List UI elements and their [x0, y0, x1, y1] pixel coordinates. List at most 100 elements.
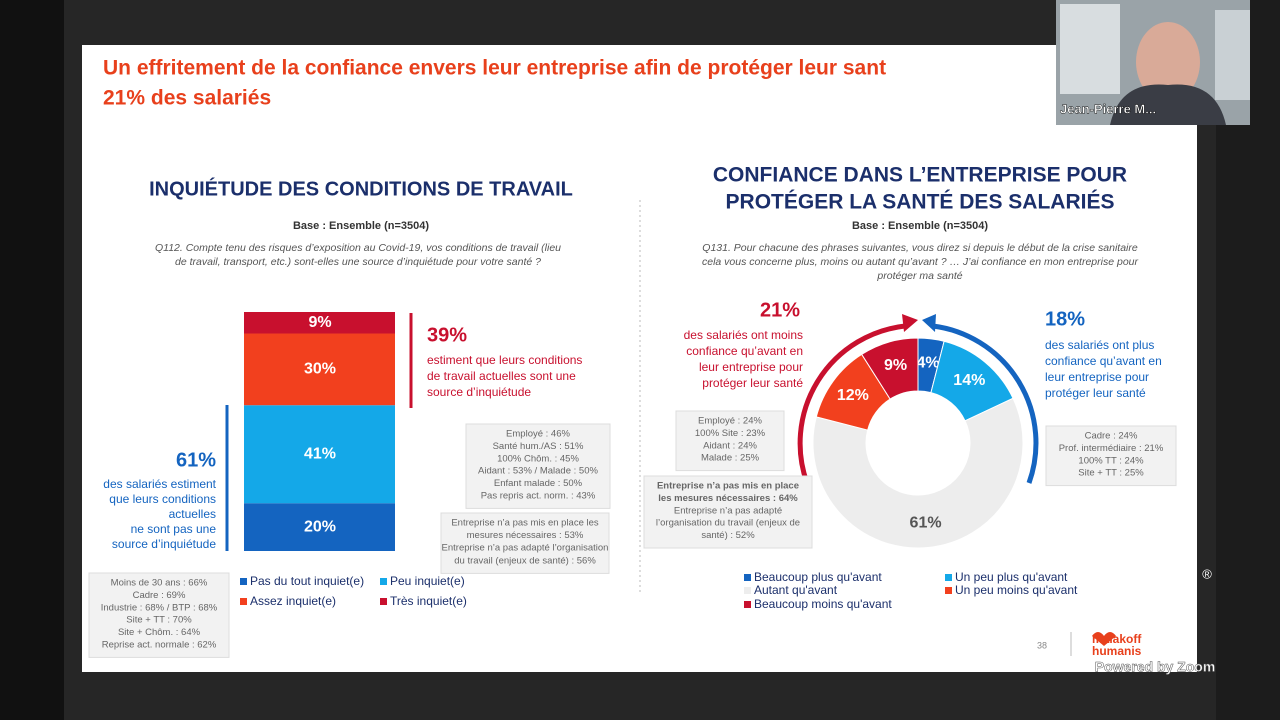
chart-title: INQUIÉTUDE DES CONDITIONS DE TRAVAIL — [149, 177, 573, 200]
note-box — [675, 410, 785, 472]
note-line: Entreprise n’a pas adapté l’organisation — [442, 543, 609, 554]
note-line: Reprise act. normale : 62% — [102, 640, 217, 651]
bar-segment — [244, 503, 395, 551]
note-box — [643, 475, 813, 549]
bar-segment — [244, 333, 395, 406]
side-strip — [0, 0, 64, 720]
note-line: santé) : 52% — [701, 530, 755, 541]
question-line: protéger ma santé — [876, 270, 962, 282]
webcam — [1056, 0, 1250, 125]
note-line: Entreprise n’a pas mis en place — [657, 481, 799, 492]
logo-icon — [1092, 632, 1116, 646]
arrow-head — [922, 314, 936, 332]
annotation-text: des salariés estiment — [103, 477, 216, 491]
data-label: 4% — [917, 354, 940, 371]
annotation-text: protéger leur santé — [702, 376, 803, 390]
data-label: 41% — [304, 445, 336, 462]
chart-subtitle: Base : Ensemble (n=3504) — [852, 220, 988, 232]
annotation-value: 18% — [1045, 308, 1085, 330]
note-line: 100% Site : 23% — [695, 428, 766, 439]
legend-swatch — [240, 578, 247, 585]
note-line: Entreprise n’a pas adapté — [674, 505, 782, 516]
data-label: 9% — [308, 314, 331, 331]
annotation-text: estiment que leurs conditions — [427, 353, 582, 367]
annotation-text: actuelles — [169, 507, 216, 521]
legend-label: Autant qu'avant — [754, 583, 838, 597]
donut-slice — [861, 337, 919, 400]
question-line: de travail, transport, etc.) sont-elles … — [175, 256, 541, 268]
logo-text: malakoff — [1092, 632, 1142, 646]
note-line: Employé : 46% — [506, 429, 570, 440]
note-box — [88, 572, 230, 658]
bar-segment — [244, 312, 395, 334]
legend-swatch — [744, 574, 751, 581]
legend-label: Un peu plus qu'avant — [955, 570, 1068, 584]
question-line: Q131. Pour chacune des phrases suivantes… — [702, 242, 1138, 254]
window — [1060, 4, 1120, 94]
legend-swatch — [945, 574, 952, 581]
annotation-value: 21% — [760, 299, 800, 321]
note-line: Enfant malade : 50% — [494, 478, 583, 489]
window — [1215, 10, 1250, 100]
annotation-value: 39% — [427, 324, 467, 346]
face — [1136, 22, 1200, 102]
chart-title: CONFIANCE DANS L’ENTREPRISE POUR — [713, 164, 1127, 187]
arrow — [932, 323, 1039, 484]
legend-label: Très inquiet(e) — [390, 594, 467, 608]
note-line: mesures nécessaires : 53% — [467, 530, 584, 541]
annotation-text: source d’inquiétude — [427, 385, 531, 399]
note-line: Employé : 24% — [698, 416, 762, 427]
legend-swatch — [945, 587, 952, 594]
annotation-text: leur entreprise pour — [699, 360, 803, 374]
annotation-text: des salariés ont moins — [684, 328, 803, 342]
legend-swatch — [380, 578, 387, 585]
legend-label: Un peu moins qu'avant — [955, 583, 1078, 597]
slide-title: 21% des salariés — [103, 87, 271, 110]
note-line: du travail (enjeux de santé) : 56% — [454, 555, 596, 566]
annotation-text: des salariés ont plus — [1045, 338, 1154, 352]
note-line: 100% Chôm. : 45% — [497, 453, 579, 464]
chart-subtitle: Base : Ensemble (n=3504) — [293, 220, 429, 232]
note-line: Moins de 30 ans : 66% — [111, 578, 208, 589]
bar-segment — [244, 405, 395, 504]
slide-title: Un effritement de la confiance envers le… — [103, 57, 886, 80]
note-box — [465, 423, 611, 509]
annotation-text: leur entreprise pour — [1045, 370, 1149, 384]
data-label: 9% — [884, 357, 907, 374]
data-label: 20% — [304, 518, 336, 535]
powered-by: Powered by Zoom — [1095, 659, 1216, 675]
legend-swatch — [744, 587, 751, 594]
donut-slice — [812, 397, 1024, 549]
note-line: Prof. intermédiaire : 21% — [1059, 443, 1164, 454]
note-line: Site + TT : 25% — [1078, 468, 1144, 479]
note-line: Site + Chôm. : 64% — [118, 627, 201, 638]
note-line: Entreprise n’a pas mis en place les — [451, 518, 599, 529]
note-line: Pas repris act. norm. : 43% — [481, 491, 596, 502]
annotation-text: protéger leur santé — [1045, 386, 1146, 400]
body — [1110, 84, 1226, 125]
question-line: Q112. Compte tenu des risques d’expositi… — [155, 242, 561, 254]
note-line: Industrie : 68% / BTP : 68% — [101, 602, 218, 613]
legend-label: Beaucoup plus qu'avant — [754, 570, 882, 584]
annotation-text: de travail actuelles sont une — [427, 369, 576, 383]
note-line: Santé hum./AS : 51% — [493, 441, 584, 452]
legend-label: Beaucoup moins qu'avant — [754, 597, 892, 611]
annotation-value: 61% — [176, 449, 216, 471]
data-label: 12% — [837, 387, 869, 404]
note-line: Aidant : 53% / Malade : 50% — [478, 466, 598, 477]
legend-swatch — [380, 598, 387, 605]
data-label: 61% — [910, 514, 942, 531]
note-box — [440, 512, 610, 574]
page-number: 38 — [1037, 640, 1047, 650]
annotation-text: ne sont pas une — [131, 522, 217, 536]
note-line: 100% TT : 24% — [1078, 455, 1144, 466]
annotation-text: confiance qu’avant en — [686, 344, 803, 358]
annotation-text: que leurs conditions — [109, 492, 216, 506]
note-line: Malade : 25% — [701, 453, 760, 464]
chart-title: PROTÉGER LA SANTÉ DES SALARIÉS — [726, 191, 1115, 214]
note-line: Cadre : 69% — [133, 590, 186, 601]
registered-mark: ® — [1202, 566, 1212, 581]
data-label: 30% — [304, 361, 336, 378]
